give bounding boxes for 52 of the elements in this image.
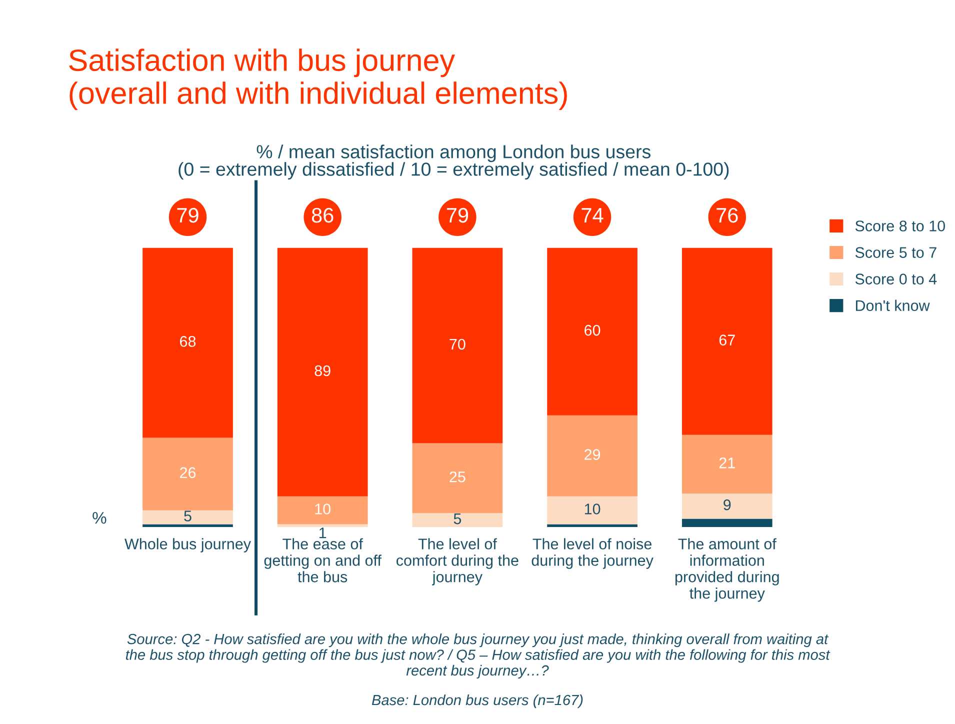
bar [142, 510, 233, 524]
text: 79 [446, 208, 468, 223]
chart-title: Satisfaction with bus journey (overall and with individual elements) [69, 48, 567, 110]
data-label: 21 [719, 458, 735, 468]
data-label: 89 [314, 365, 330, 376]
bar [142, 524, 233, 528]
chart-subtitle: % / mean satisfaction among London bus users (0 = extremely dissatisfied / 10 = extremely satisfied / mean 0-100) [178, 144, 729, 180]
bar [412, 248, 503, 444]
legend-label: Score 5 to 7 [855, 247, 936, 258]
data-label: 10 [584, 504, 600, 514]
bar [277, 496, 368, 524]
text: Base: London bus users (n=167) [372, 694, 583, 708]
text: 79 [177, 208, 198, 223]
y-axis-title: % [92, 512, 106, 524]
data-label: 29 [584, 449, 600, 460]
x-tick-label: Whole bus journey [124, 538, 251, 552]
x-tick-label: The level of comfort during the journey [396, 538, 518, 586]
bar [547, 496, 638, 524]
bar [682, 434, 772, 494]
legend-label: Score 0 to 4 [855, 274, 937, 284]
data-label: 10 [315, 504, 330, 514]
bar [277, 524, 368, 528]
data-label: 60 [584, 324, 600, 336]
text: 76 [716, 208, 738, 223]
x-tick-label: The ease of getting on and off the bus [264, 538, 382, 582]
x-tick-label: The level of noise during the journey [532, 538, 654, 569]
bar [682, 494, 772, 519]
bar [412, 443, 503, 514]
bar [547, 415, 638, 496]
data-label: 5 [184, 510, 192, 522]
bar [682, 248, 772, 435]
bar [547, 248, 638, 416]
bar [142, 248, 233, 438]
bar [682, 518, 772, 528]
text: 74 [582, 208, 604, 222]
x-tick-label: The amount of information provided during the journey [675, 538, 779, 602]
text: 86 [312, 208, 334, 223]
data-label: 67 [719, 334, 735, 346]
data-label: 25 [450, 471, 466, 482]
bar [277, 248, 368, 496]
data-label: 68 [180, 336, 196, 347]
data-label: 70 [450, 338, 466, 350]
data-label: 1 [320, 528, 326, 538]
data-label: 26 [180, 467, 196, 478]
legend-label: Don't know [856, 300, 930, 312]
bar [142, 438, 233, 510]
data-label: 5 [454, 514, 462, 524]
data-label: 9 [724, 499, 731, 510]
source-note: Source: Q2 - How satisfied are you with the whole bus journey you just made, thinking overall from waiting at the bus stop through getting off the bus just now? / Q5 – How satisfied are you with the following for this most recent bus journey…? [126, 634, 830, 679]
bar [547, 524, 638, 528]
legend-label: Score 8 to 10 [855, 220, 945, 232]
bar [412, 513, 503, 528]
